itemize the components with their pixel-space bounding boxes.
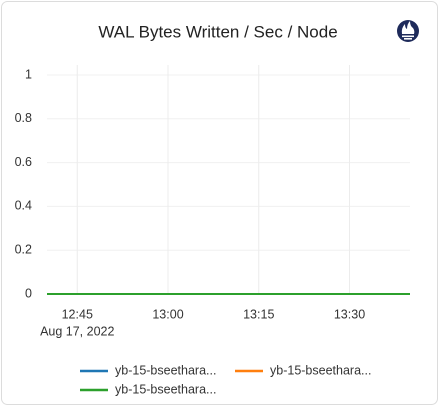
y-tick-label: 0: [25, 286, 32, 300]
y-tick-label: 0.4: [15, 199, 32, 213]
x-date-label: Aug 17, 2022: [40, 324, 114, 338]
legend-label: yb-15-bseethara...: [115, 382, 216, 396]
legend-label: yb-15-bseethara...: [115, 363, 216, 377]
prometheus-icon: [397, 20, 419, 42]
x-tick-label: 13:15: [243, 307, 274, 321]
y-tick-label: 0.2: [15, 242, 32, 256]
chart-title: WAL Bytes Written / Sec / Node: [98, 22, 337, 41]
legend-label: yb-15-bseethara...: [270, 363, 371, 377]
y-tick-label: 0.8: [15, 111, 32, 125]
x-tick-label: 13:30: [334, 307, 365, 321]
x-tick-label: 13:00: [152, 307, 183, 321]
y-tick-label: 1: [25, 67, 32, 81]
x-tick-label: 12:45: [62, 307, 93, 321]
y-tick-label: 0.6: [15, 155, 32, 169]
